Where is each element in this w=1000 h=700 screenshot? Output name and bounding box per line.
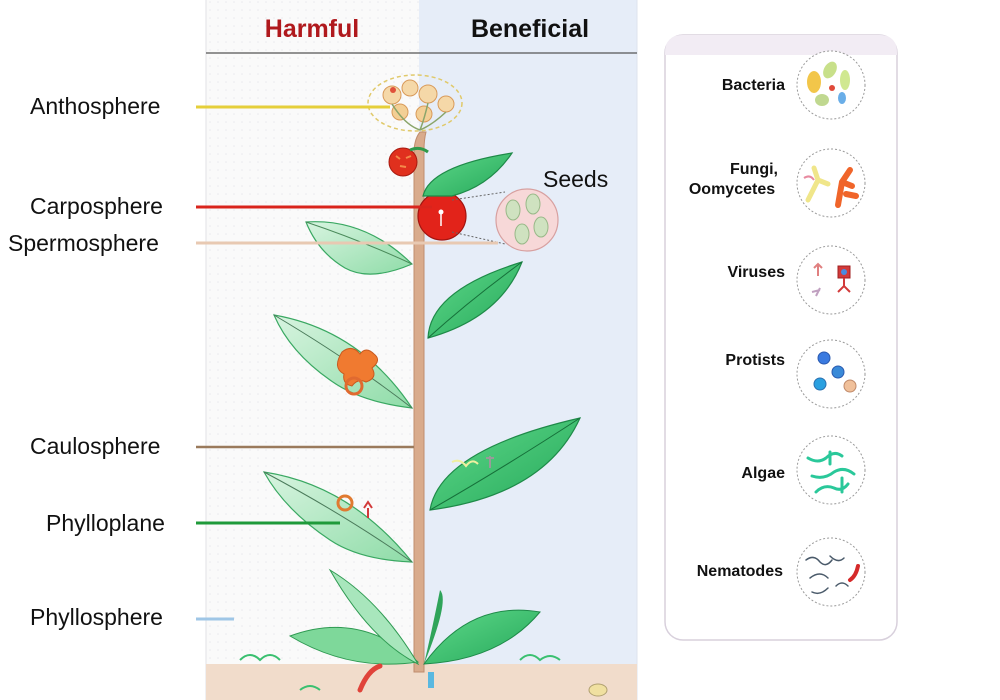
microbe-panel [664, 34, 898, 641]
microbe-bacteria-label: Bacteria [722, 77, 785, 94]
fruit [417, 190, 467, 241]
label-anthosphere: Anthosphere [30, 93, 160, 119]
algae-icon [796, 435, 866, 505]
nematode-icon [796, 537, 866, 607]
label-phylloplane: Phylloplane [46, 510, 165, 536]
microbe-fungi-label-2: Oomycetes [689, 181, 775, 198]
harmful-header: Harmful [265, 15, 359, 43]
microbe-protists-label: Protists [725, 352, 785, 369]
seeds-label: Seeds [543, 166, 608, 192]
beneficial-leaves [422, 152, 582, 511]
label-caulosphere: Caulosphere [30, 433, 160, 459]
harmful-leaves [262, 221, 414, 563]
label-phyllosphere: Phyllosphere [30, 604, 163, 630]
virus-icon [796, 245, 866, 315]
label-carposphere: Carposphere [30, 193, 163, 219]
beneficial-header: Beneficial [471, 15, 589, 43]
protist-icon [796, 339, 866, 409]
plant-stem [413, 131, 427, 673]
microbe-algae-label: Algae [741, 465, 785, 482]
bacteria-icon [796, 50, 866, 120]
microbe-viruses-label: Viruses [727, 264, 785, 281]
microbe-fungi-label-1: Fungi, [730, 161, 778, 178]
base-rosette [239, 568, 608, 697]
flower-cluster [367, 74, 463, 132]
fungi-icon [796, 148, 866, 218]
microbe-nematodes-label: Nematodes [697, 563, 783, 580]
small-fruit [388, 146, 429, 177]
label-spermosphere: Spermosphere [8, 230, 159, 256]
